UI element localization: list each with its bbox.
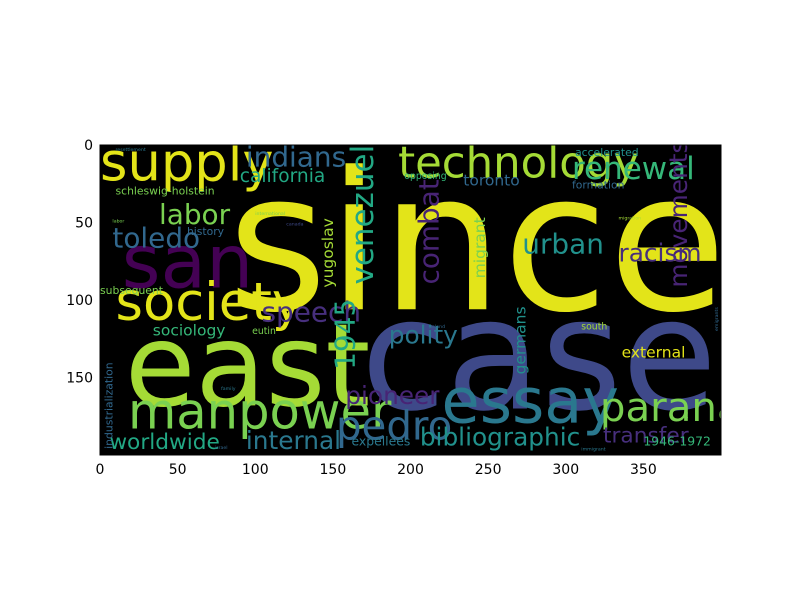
word-43: external (622, 343, 686, 361)
word-48: canada (286, 222, 303, 228)
y-tick-label: 50 (75, 216, 93, 232)
word-29: schleswig-holstein (116, 185, 215, 198)
word-12: renewal (572, 151, 695, 187)
word-52: immigrant (581, 446, 605, 452)
word-33: germans (511, 306, 529, 374)
word-26: worldwide (109, 430, 220, 455)
word-39: eutin (252, 326, 276, 337)
word-2: east (125, 300, 371, 433)
word-46: resettlement (116, 147, 146, 153)
word-53: emigrants (714, 307, 720, 331)
word-42: south (581, 321, 607, 332)
word-35: opposing (404, 171, 446, 182)
word-28: california (240, 166, 326, 187)
word-47: international (255, 211, 285, 217)
x-tick-label: 100 (242, 462, 269, 478)
word-5: society (116, 272, 304, 333)
word-14: labor (159, 198, 231, 231)
word-38: sociology (153, 322, 226, 340)
x-tick-label: 250 (475, 462, 502, 478)
x-axis: 0 50 100 150 200 250 300 350 (96, 145, 657, 478)
word-3: supply (100, 133, 274, 194)
word-7: essay (442, 364, 619, 437)
word-37: formation (572, 178, 624, 191)
word-49: labor (112, 219, 124, 225)
word-10: pedro (336, 403, 452, 450)
word-22: polity (389, 320, 458, 349)
word-36: accelerated (575, 146, 639, 159)
word-23: pioneer (345, 381, 440, 410)
word-21: 1945 (329, 299, 362, 370)
word-50: migration (619, 215, 642, 221)
word-34: toronto (463, 171, 519, 189)
word-44: expellees (352, 434, 411, 449)
word-55: israel (215, 445, 228, 451)
word-11: indians (246, 141, 346, 174)
x-tick-label: 300 (552, 462, 579, 478)
y-axis: 0 50 100 150 (66, 138, 721, 387)
word-40: subsequent (100, 284, 163, 297)
word-32: migrant (471, 217, 489, 278)
word-17: combat (412, 179, 445, 284)
image-background (100, 145, 721, 455)
word-30: history (187, 225, 225, 238)
x-tick-label: 150 (320, 462, 347, 478)
word-25: internal (246, 426, 341, 455)
word-0: since (227, 132, 726, 355)
y-tick-label: 150 (66, 371, 93, 387)
x-tick-label: 0 (96, 462, 105, 478)
word-9: paraná (600, 384, 742, 431)
word-1: case (361, 265, 717, 446)
x-tick-label: 50 (169, 462, 187, 478)
word-45: 1946-1972 (643, 434, 711, 449)
y-tick-label: 100 (66, 293, 93, 309)
word-13: movements (664, 141, 693, 288)
word-15: toledo (112, 221, 200, 254)
word-51: poland (429, 324, 445, 330)
word-27: transfer (603, 424, 689, 449)
word-4: san (122, 219, 254, 306)
word-16: venezuela (345, 126, 381, 285)
x-tick-label: 200 (397, 462, 424, 478)
word-18: urban (522, 228, 604, 261)
word-24: bibliographic (420, 423, 580, 452)
y-tick-label: 0 (84, 138, 93, 154)
word-31: yugoslav (319, 218, 337, 287)
word-6: manpower (128, 383, 392, 441)
x-tick-label: 350 (630, 462, 657, 478)
word-19: racism (619, 238, 702, 267)
word-8: technology (398, 139, 639, 189)
word-20: speech (261, 296, 361, 329)
word-41: industrialization (102, 362, 115, 448)
word-54: family (221, 386, 236, 392)
word-56: japan (683, 405, 689, 419)
